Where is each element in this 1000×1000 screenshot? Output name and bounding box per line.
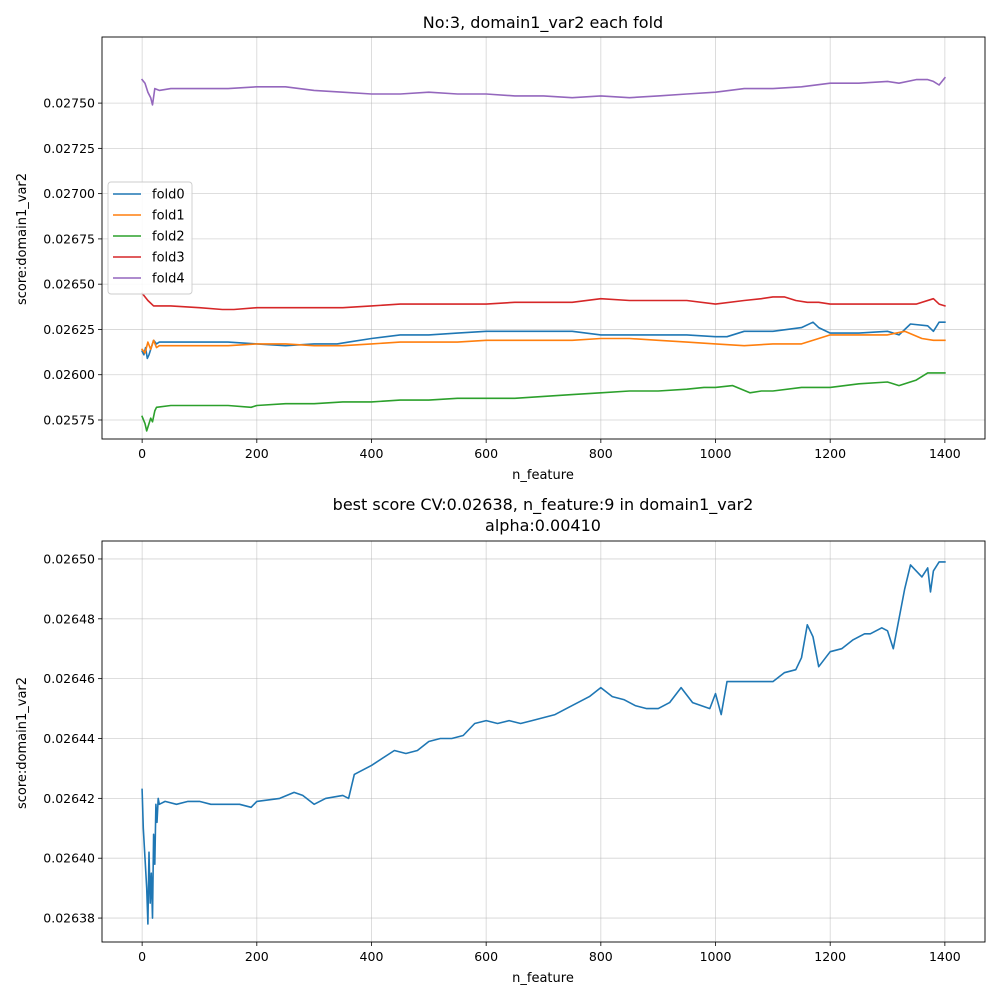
chart-top-series-fold0: [141, 321, 946, 360]
chart-bottom-x-tick-label: 1000: [700, 949, 732, 964]
chart-bottom-y-tick-label: 0.02650: [43, 551, 95, 566]
chart-top-y-axis-label: score:domain1_var2: [15, 173, 30, 305]
chart-top-x-tick-label: 1000: [700, 446, 732, 461]
chart-bottom-y-tick-label: 0.02638: [43, 911, 95, 926]
chart-top-y-tick-label: 0.02625: [43, 322, 95, 337]
chart-top-x-tick-label: 800: [589, 446, 613, 461]
chart-bottom-x-tick-label: 0: [138, 949, 146, 964]
chart-top-fold-scores: No:3, domain1_var2 each fold n_feature s…: [15, 13, 986, 483]
chart-top-series-fold3: [140, 292, 946, 311]
chart-top-title: No:3, domain1_var2 each fold: [423, 13, 663, 33]
chart-bottom-grid: [102, 541, 985, 942]
chart-bottom-series-group: [141, 561, 946, 925]
chart-top-legend-label: fold1: [152, 209, 185, 224]
chart-top-legend: fold0 fold1 fold2 fold3 fold4: [107, 181, 193, 295]
chart-top-y-tick-label: 0.02700: [43, 186, 95, 201]
chart-bottom-y-tick-label: 0.02644: [43, 731, 95, 746]
chart-top-legend-label: fold0: [152, 188, 185, 203]
chart-bottom-axes-frame: [101, 540, 986, 943]
chart-top-axes-frame: [101, 36, 986, 440]
chart-top-series-fold2: [141, 372, 946, 432]
chart-top-y-tick-label: 0.02600: [43, 367, 95, 382]
chart-bottom-y-tick-label: 0.02642: [43, 791, 95, 806]
chart-top-legend-box: [107, 181, 193, 295]
chart-bottom-y-tick-label: 0.02646: [43, 671, 95, 686]
chart-bottom-title: best score CV:0.02638, n_feature:9 in do…: [333, 495, 754, 515]
chart-top-x-axis-label: n_feature: [512, 468, 574, 483]
chart-top-series-group: [140, 76, 947, 432]
chart-top-grid: [102, 37, 985, 439]
chart-top-y-tick-label: 0.02650: [43, 277, 95, 292]
chart-top-legend-label: fold3: [152, 251, 185, 266]
chart-bottom-x-tick-label: 1400: [929, 949, 961, 964]
chart-top-y-tick-label: 0.02750: [43, 96, 95, 111]
chart-bottom-best-score: best score CV:0.02638, n_feature:9 in do…: [15, 495, 986, 986]
chart-bottom-subtitle: alpha:0.00410: [485, 516, 601, 535]
chart-top-series-fold1: [140, 330, 946, 354]
chart-top-y-tick-label: 0.02725: [43, 141, 95, 156]
chart-top-x-tick-label: 1200: [814, 446, 846, 461]
chart-top-y-tick-label: 0.02575: [43, 412, 95, 427]
chart-top-x-tick-label: 600: [474, 446, 498, 461]
chart-top-y-tick-label: 0.02675: [43, 231, 95, 246]
chart-bottom-ticks: 0 200 400 600 800 1000 1200 1400 0.02638 0.02640 0…: [43, 551, 961, 964]
chart-bottom-x-tick-label: 800: [589, 949, 613, 964]
chart-bottom-x-tick-label: 1200: [814, 949, 846, 964]
chart-top-series-fold4: [140, 76, 947, 106]
chart-bottom-y-tick-label: 0.02648: [43, 611, 95, 626]
chart-bottom-x-axis-label: n_feature: [512, 971, 574, 986]
chart-top-x-tick-label: 1400: [929, 446, 961, 461]
chart-top-x-tick-label: 200: [245, 446, 269, 461]
chart-top-x-tick-label: 400: [360, 446, 384, 461]
chart-top-x-tick-label: 0: [138, 446, 146, 461]
chart-bottom-y-tick-label: 0.02640: [43, 851, 95, 866]
chart-top-legend-label: fold4: [152, 272, 185, 287]
chart-bottom-x-tick-label: 600: [474, 949, 498, 964]
chart-bottom-y-axis-label: score:domain1_var2: [15, 677, 30, 809]
chart-top-legend-label: fold2: [152, 230, 185, 245]
chart-top-ticks: 0 200 400 600 800 1000 1200 1400 0.02575 0.02600 0…: [43, 96, 961, 461]
chart-bottom-x-tick-label: 200: [245, 949, 269, 964]
chart-bottom-series-line: [141, 561, 946, 925]
chart-bottom-x-tick-label: 400: [360, 949, 384, 964]
